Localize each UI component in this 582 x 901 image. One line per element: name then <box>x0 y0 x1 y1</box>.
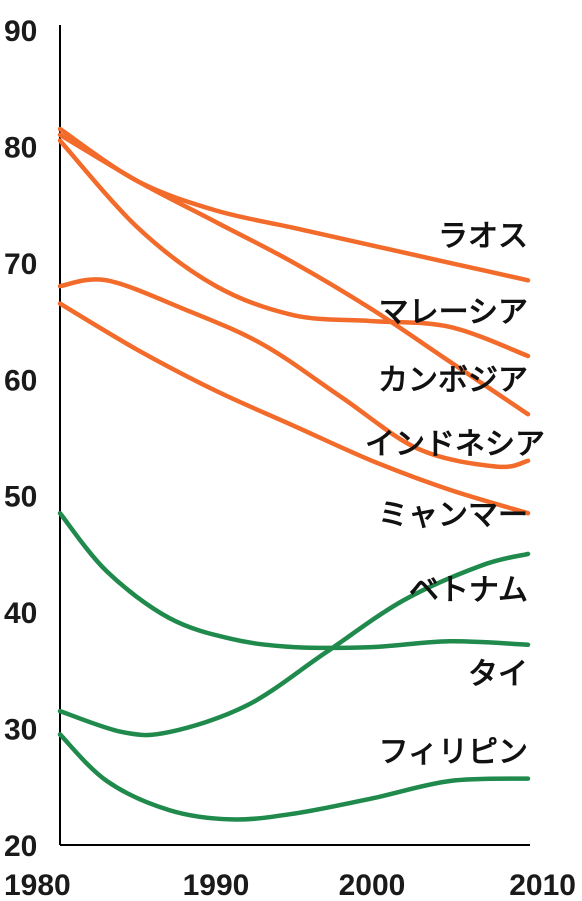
series-line-6 <box>57 510 531 651</box>
y-tick-label: 70 <box>4 248 37 281</box>
x-tick-label: 1990 <box>183 869 250 901</box>
series-label: タイ <box>468 657 528 692</box>
series-line-0 <box>57 126 531 283</box>
series-lines <box>57 126 531 822</box>
series-label: インドネシア <box>365 427 545 462</box>
y-tick-label: 80 <box>4 131 37 164</box>
series-label: ラオス <box>438 219 528 254</box>
y-tick-label: 90 <box>4 15 37 48</box>
y-tick-labels: 20 30 40 50 60 70 80 90 <box>4 15 37 863</box>
series-line-3 <box>57 277 531 470</box>
series-label: ミャンマー <box>378 498 528 533</box>
series-line-1 <box>57 138 531 359</box>
y-tick-label: 50 <box>4 481 37 514</box>
x-tick-label: 2000 <box>339 869 406 901</box>
series-line-2 <box>57 132 531 417</box>
series-label: ベトナム <box>409 573 528 608</box>
y-tick-label: 60 <box>4 364 37 397</box>
x-tick-label: 1980 <box>4 869 71 901</box>
y-tick-label: 30 <box>4 714 37 747</box>
y-tick-label: 20 <box>4 830 37 863</box>
y-tick-label: 40 <box>4 597 37 630</box>
x-tick-labels: 1980 1990 2000 2010 <box>4 869 576 901</box>
chart-axes <box>59 25 530 846</box>
series-label: フィリピン <box>379 735 528 770</box>
series-line-7 <box>57 732 531 822</box>
series-label: マレーシア <box>379 295 528 330</box>
series-label: カンボジア <box>378 363 528 398</box>
series-line-4 <box>57 301 531 516</box>
series-line-5 <box>57 551 531 738</box>
x-tick-label: 2010 <box>509 869 576 901</box>
